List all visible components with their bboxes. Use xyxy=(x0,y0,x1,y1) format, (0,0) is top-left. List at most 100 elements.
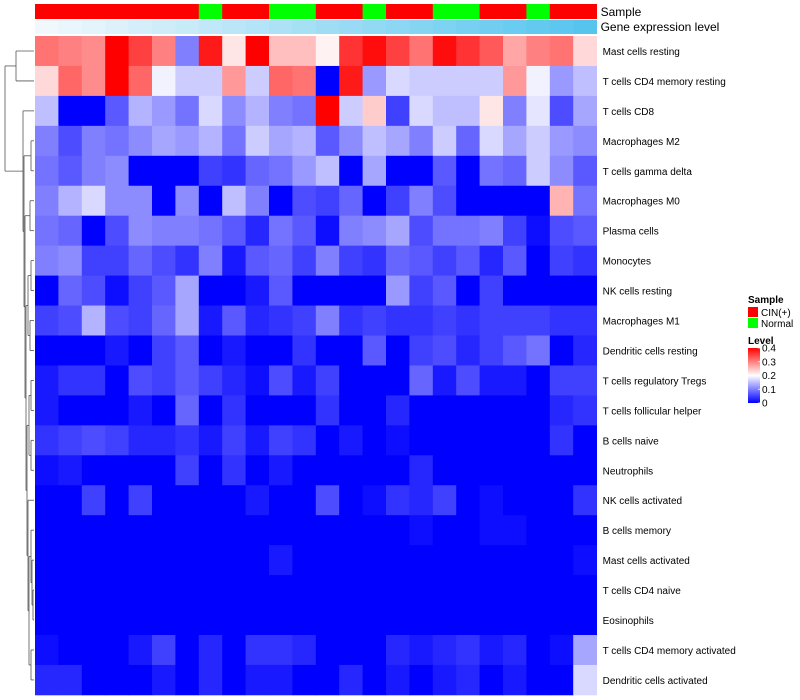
heatmap-cell xyxy=(269,275,293,306)
legend-tick-label: 0.3 xyxy=(762,357,776,368)
gene-expression-annotation-cell xyxy=(503,20,527,34)
heatmap-cell xyxy=(175,515,200,546)
heatmap-cell xyxy=(409,605,434,636)
heatmap-cell xyxy=(58,605,83,636)
heatmap-cell xyxy=(526,545,551,576)
row-label: T cells CD8 xyxy=(603,107,655,118)
heatmap-cell xyxy=(105,305,129,336)
heatmap-cell xyxy=(222,185,246,217)
heatmap-cell xyxy=(128,515,153,546)
gene-expression-annotation-cell xyxy=(479,20,504,34)
heatmap-cell xyxy=(269,36,293,67)
heatmap-cell xyxy=(456,365,480,396)
heatmap-cell xyxy=(573,425,597,456)
heatmap-cell xyxy=(549,485,574,516)
heatmap-cell xyxy=(152,155,176,187)
heatmap-cell xyxy=(503,185,527,217)
heatmap-cell xyxy=(456,425,480,456)
heatmap-cell xyxy=(503,155,527,187)
gene-expression-annotation-cell xyxy=(292,20,317,34)
heatmap-cell xyxy=(35,605,59,636)
heatmap-cell xyxy=(198,635,223,666)
gene-expression-annotation-cell xyxy=(152,20,176,34)
heatmap-cell xyxy=(503,515,527,546)
heatmap-cell xyxy=(175,575,200,606)
heatmap-cell xyxy=(292,245,317,276)
heatmap-cell xyxy=(198,185,223,217)
gene-expression-annotation-cell xyxy=(105,20,129,34)
heatmap-cell xyxy=(292,635,317,666)
heatmap-cell xyxy=(245,395,270,426)
heatmap-cell xyxy=(81,664,106,696)
heatmap-cell xyxy=(292,215,317,247)
heatmap-cell xyxy=(35,275,59,306)
heatmap-cell xyxy=(315,545,340,576)
heatmap-cell xyxy=(81,305,106,336)
heatmap-cell xyxy=(456,185,480,217)
heatmap-cell xyxy=(573,545,597,576)
row-label: T cells CD4 naive xyxy=(603,586,682,597)
heatmap-cell xyxy=(315,185,340,217)
heatmap-cell xyxy=(409,155,434,187)
heatmap-cell xyxy=(573,455,597,486)
heatmap-cell xyxy=(128,365,153,396)
heatmap-cell xyxy=(526,215,551,247)
heatmap-cell xyxy=(105,155,129,187)
heatmap-cell xyxy=(315,305,340,336)
heatmap-cell xyxy=(175,395,200,426)
heatmap-cell xyxy=(526,245,551,276)
heatmap-cell xyxy=(409,36,434,67)
heatmap-cells xyxy=(35,36,597,696)
heatmap-cell xyxy=(409,395,434,426)
heatmap-cell xyxy=(573,185,597,217)
legend-label: Normal xyxy=(761,319,793,330)
heatmap-cell xyxy=(479,455,504,486)
heatmap-cell xyxy=(222,664,246,696)
heatmap-cell xyxy=(386,545,410,576)
heatmap-cell xyxy=(362,545,387,576)
heatmap-cell xyxy=(479,575,504,606)
heatmap-cell xyxy=(198,155,223,187)
gene-expression-annotation-cell xyxy=(175,20,200,34)
row-label: Plasma cells xyxy=(603,227,659,238)
heatmap-cell xyxy=(58,365,83,396)
heatmap-cell xyxy=(222,305,246,336)
heatmap-cell xyxy=(152,335,176,366)
heatmap-cell xyxy=(128,635,153,666)
heatmap-cell xyxy=(105,664,129,696)
heatmap-cell xyxy=(503,455,527,486)
heatmap-cell xyxy=(386,605,410,636)
heatmap-cell xyxy=(456,335,480,366)
heatmap-cell xyxy=(58,245,83,276)
heatmap-cell xyxy=(58,36,83,67)
row-label: NK cells activated xyxy=(603,496,682,507)
heatmap-cell xyxy=(58,635,83,666)
heatmap-cell xyxy=(105,425,129,456)
heatmap-cell xyxy=(105,335,129,366)
heatmap-cell xyxy=(526,575,551,606)
heatmap-cell xyxy=(339,125,363,157)
heatmap-cell xyxy=(549,455,574,486)
heatmap-cell xyxy=(105,605,129,636)
heatmap-cell xyxy=(292,365,317,396)
heatmap-cell xyxy=(152,605,176,636)
heatmap-cell xyxy=(105,365,129,396)
heatmap-cell xyxy=(456,455,480,486)
heatmap-cell xyxy=(573,395,597,426)
heatmap-cell xyxy=(175,36,200,67)
heatmap-cell xyxy=(35,65,59,97)
heatmap-cell xyxy=(152,485,176,516)
heatmap-cell xyxy=(432,575,457,606)
heatmap-cell xyxy=(362,635,387,666)
heatmap-cell xyxy=(222,275,246,306)
heatmap-cell xyxy=(573,125,597,157)
row-label: Dendritic cells activated xyxy=(603,676,708,687)
heatmap-cell xyxy=(81,65,106,97)
heatmap-cell xyxy=(152,36,176,67)
heatmap-cell xyxy=(245,125,270,157)
heatmap-cell xyxy=(222,215,246,247)
heatmap-cell xyxy=(549,335,574,366)
heatmap-cell xyxy=(198,664,223,696)
heatmap-cell xyxy=(198,515,223,546)
